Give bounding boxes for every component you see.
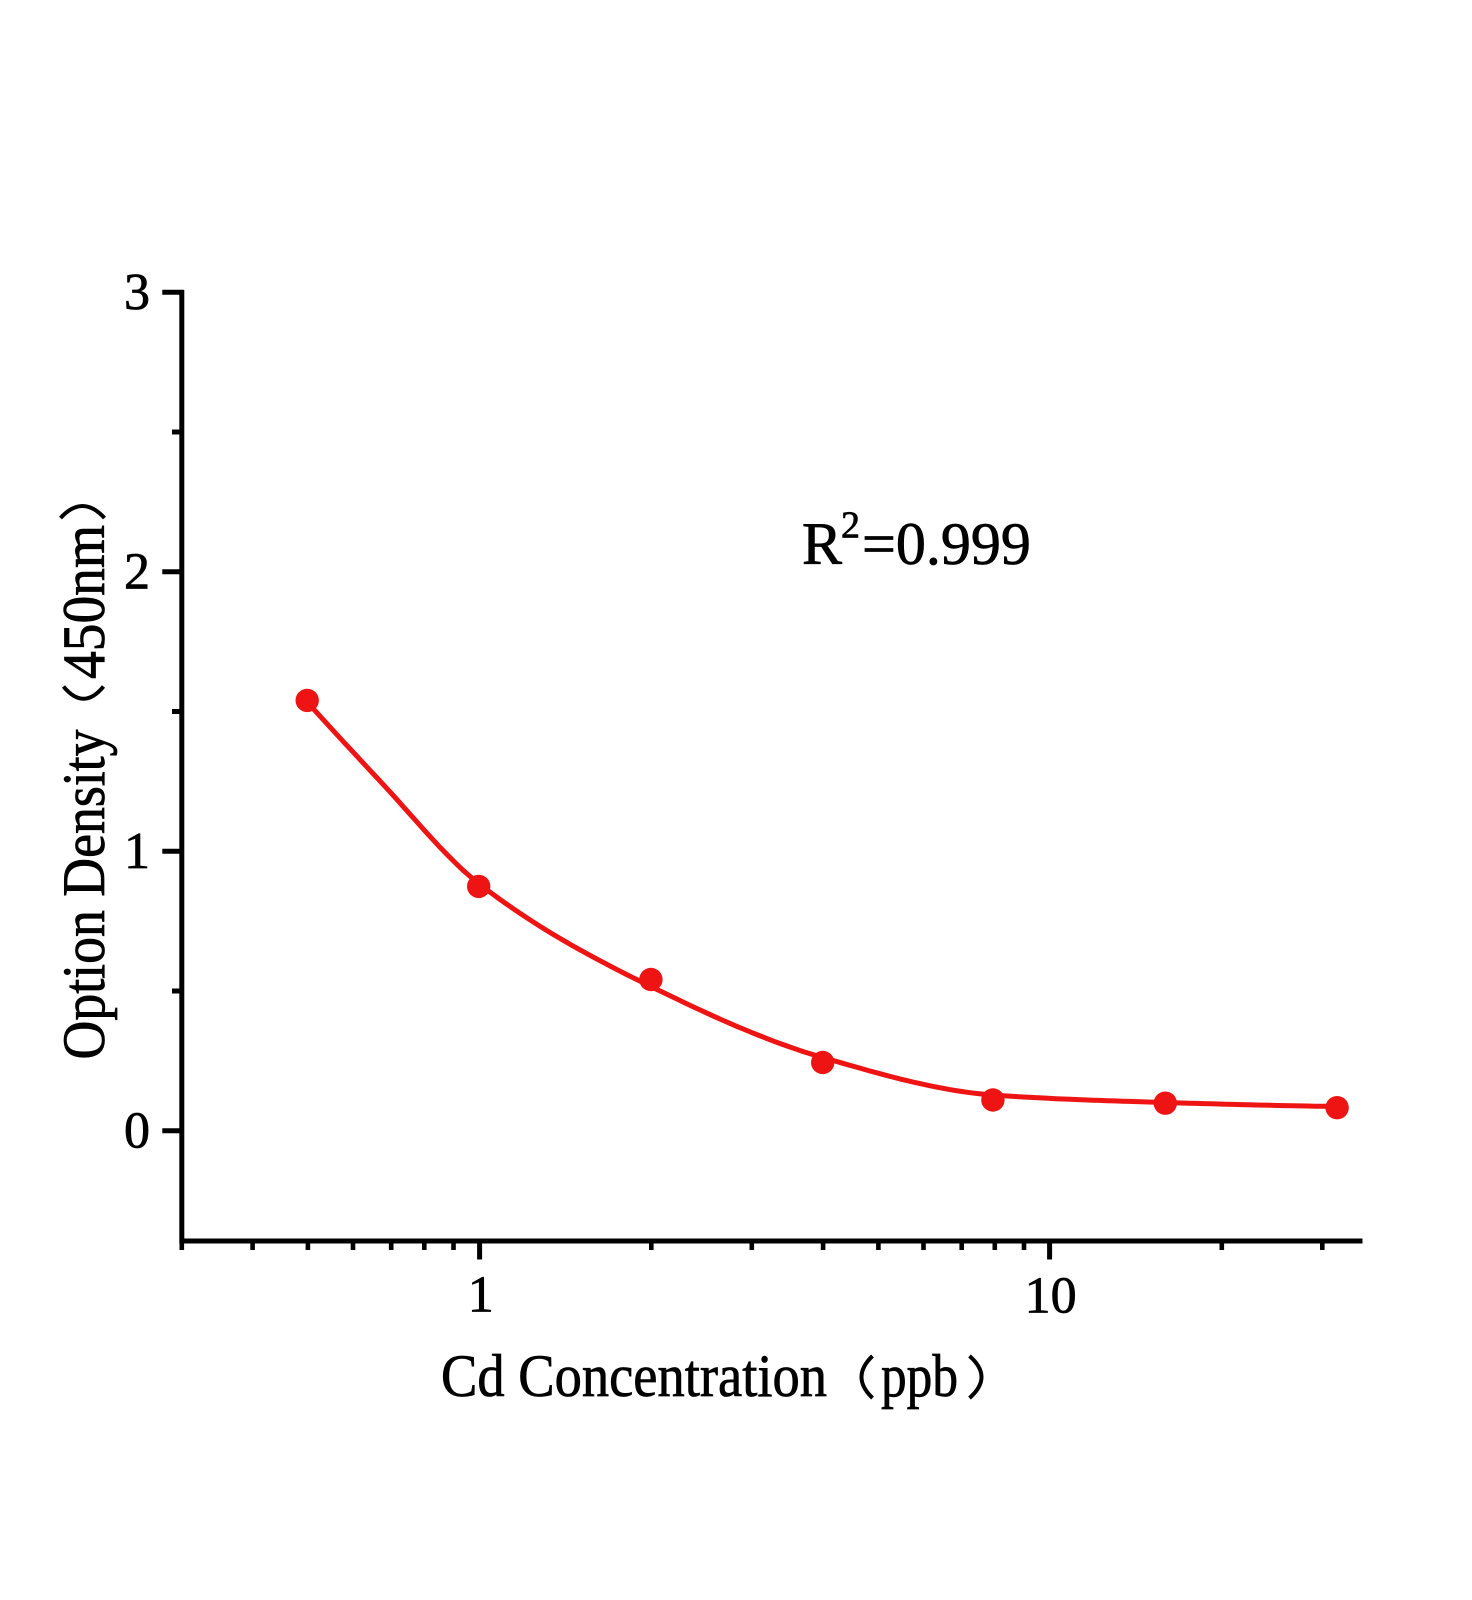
svg-text:2: 2 [841,505,860,547]
svg-text:1: 1 [468,1267,494,1324]
svg-text:3: 3 [124,264,150,321]
svg-text:Cd Concentration: Cd Concentration [441,1343,827,1409]
svg-text:Option Density: Option Density [51,730,117,1060]
svg-text:2: 2 [124,543,150,600]
svg-text:R: R [802,511,842,577]
svg-text:450nm: 450nm [51,525,117,679]
svg-text:=0.999: =0.999 [862,511,1031,577]
svg-text:ppb: ppb [881,1343,958,1409]
svg-text:1: 1 [124,823,150,880]
svg-text:0: 0 [124,1102,150,1159]
svg-text:10: 10 [1025,1267,1077,1324]
